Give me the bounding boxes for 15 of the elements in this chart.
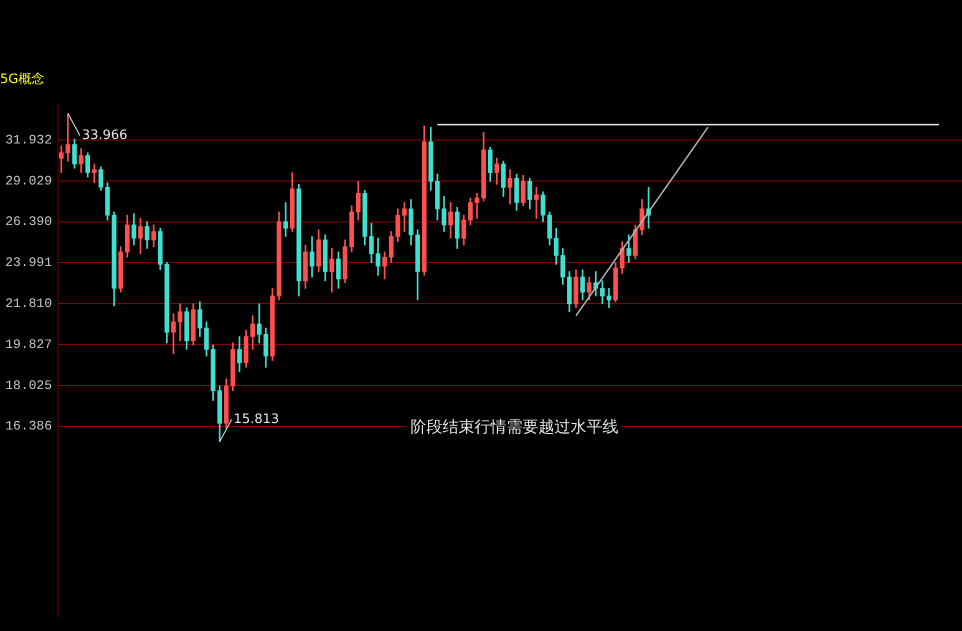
y-tick-label: 16.386 bbox=[5, 418, 52, 434]
candlestick bbox=[606, 288, 612, 308]
y-tick-label: 31.932 bbox=[5, 132, 52, 148]
y-tick-label: 26.390 bbox=[5, 214, 52, 230]
y-tick-label: 18.025 bbox=[5, 378, 52, 393]
chart-title: 5G概念 bbox=[0, 72, 44, 88]
candlestick bbox=[402, 202, 407, 232]
y-tick-label: 21.810 bbox=[5, 296, 52, 312]
y-tick-label: 23.991 bbox=[5, 255, 52, 270]
candlestick bbox=[474, 193, 480, 219]
annotation: 33.966 bbox=[82, 128, 128, 143]
y-tick-label: 19.827 bbox=[5, 336, 52, 352]
annotation: 阶段结束行情需要越过水平线 bbox=[410, 417, 619, 436]
annotation: 15.813 bbox=[234, 412, 280, 427]
y-tick-label: 29.029 bbox=[5, 173, 52, 188]
